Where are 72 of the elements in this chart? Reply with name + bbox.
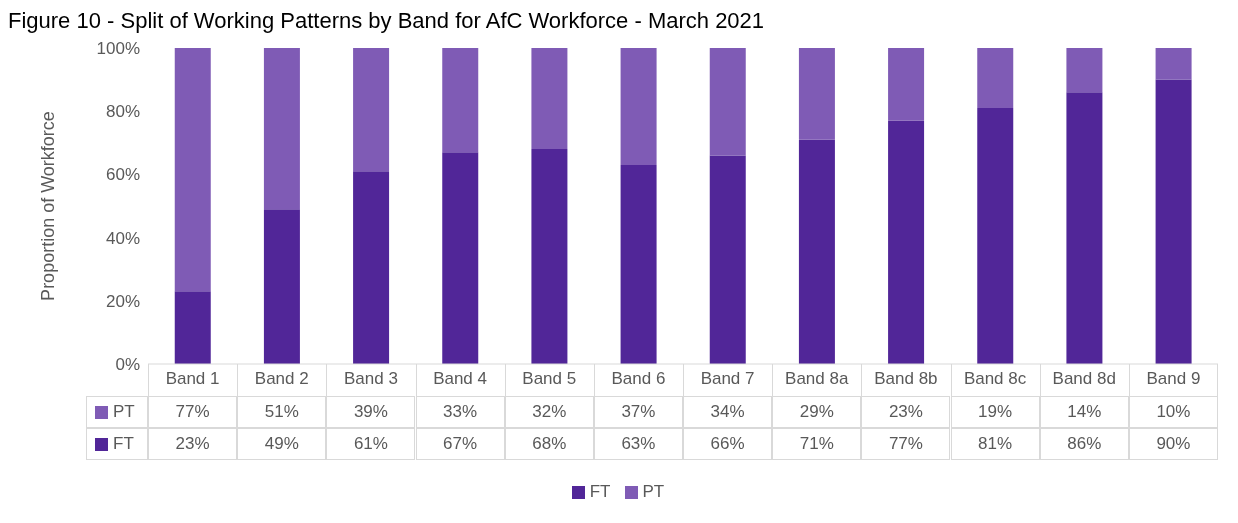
data-label: 23% — [148, 428, 238, 460]
data-label: 51% — [237, 396, 327, 428]
bar — [174, 48, 211, 292]
bar — [442, 48, 479, 153]
legend-label: FT — [113, 434, 134, 454]
x-tick-label: Band 8c — [963, 369, 1027, 389]
data-label: 29% — [772, 396, 862, 428]
x-tick-label: Band 9 — [1146, 369, 1201, 389]
x-tick-label: Band 6 — [611, 369, 666, 389]
bar — [1155, 79, 1192, 364]
data-label: 39% — [326, 396, 416, 428]
data-label: 10% — [1128, 396, 1218, 428]
data-label: 81% — [950, 428, 1040, 460]
bar — [977, 108, 1014, 364]
text: PT — [642, 482, 665, 501]
data-label: 63% — [593, 428, 683, 460]
data-label: 66% — [683, 428, 773, 460]
y-tick-label: 60% — [105, 165, 140, 185]
data-label: 90% — [1128, 428, 1218, 460]
bar — [620, 164, 657, 364]
data-label: 34% — [683, 396, 773, 428]
chart-title: Figure 10 - Split of Working Patterns by Band for AfC Workforce - March 2021 — [8, 8, 766, 35]
bar — [709, 48, 746, 156]
bar — [531, 48, 568, 150]
y-tick-label: 0% — [115, 355, 140, 375]
bar — [531, 149, 568, 364]
data-label: 19% — [950, 396, 1040, 428]
bar — [1066, 92, 1103, 364]
data-label: 77% — [861, 428, 951, 460]
y-tick-label: 40% — [105, 228, 140, 248]
data-label: 23% — [861, 396, 951, 428]
bar — [174, 291, 211, 364]
y-tick-label: 80% — [105, 102, 140, 122]
text: FT — [589, 482, 611, 501]
bar — [353, 171, 390, 364]
data-label: 49% — [237, 428, 327, 460]
bar — [263, 209, 300, 364]
x-tick-label: Band 4 — [433, 369, 488, 389]
data-label: 71% — [772, 428, 862, 460]
x-tick-label: Band 8a — [785, 369, 849, 389]
bar — [888, 120, 925, 364]
data-label: 86% — [1039, 428, 1129, 460]
data-label: 14% — [1039, 396, 1129, 428]
x-tick-label: Band 8b — [874, 369, 938, 389]
y-tick-label: 100% — [96, 39, 140, 59]
data-label: 61% — [326, 428, 416, 460]
data-label: 37% — [593, 396, 683, 428]
data-label: 77% — [148, 396, 238, 428]
x-tick-label: Band 2 — [254, 369, 309, 389]
bar — [263, 48, 300, 210]
data-label: 67% — [415, 428, 505, 460]
bar — [977, 48, 1014, 109]
bar — [620, 48, 657, 165]
data-label: 33% — [415, 396, 505, 428]
legend-label: PT — [113, 402, 135, 422]
bar — [888, 48, 925, 121]
bar — [798, 139, 835, 364]
y-axis-title: Proportion of Workforce — [38, 111, 59, 301]
bar — [1066, 48, 1103, 93]
x-tick-label: Band 8d — [1052, 369, 1116, 389]
x-tick-label: Band 1 — [165, 369, 220, 389]
y-tick-label: 20% — [105, 291, 140, 311]
bar — [798, 48, 835, 140]
bar — [1155, 48, 1192, 80]
x-tick-label: Band 5 — [522, 369, 577, 389]
data-label: 68% — [504, 428, 594, 460]
x-tick-label: Band 7 — [700, 369, 755, 389]
x-tick-label: Band 3 — [343, 369, 398, 389]
data-label: 32% — [504, 396, 594, 428]
bar — [353, 48, 390, 172]
bar — [442, 152, 479, 364]
bar — [709, 155, 746, 364]
